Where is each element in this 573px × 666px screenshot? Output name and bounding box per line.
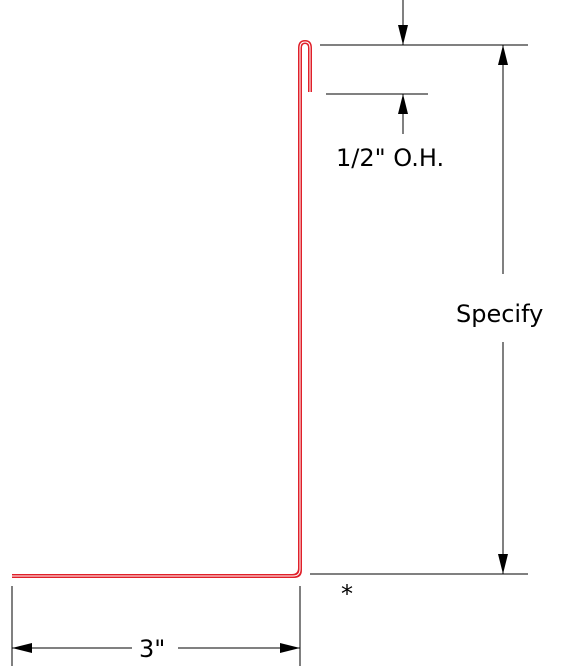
height-arrow-bottom-icon xyxy=(498,554,508,574)
hem-dimension xyxy=(320,0,428,134)
height-dimension-label: Specify xyxy=(456,300,543,328)
height-arrow-top-icon xyxy=(498,45,508,65)
flashing-profile xyxy=(12,40,312,578)
hem-arrow-top-icon xyxy=(398,25,408,45)
hem-arrow-bottom-icon xyxy=(398,94,408,114)
base-dimension-label: 3" xyxy=(139,635,165,663)
hem-dimension-label: 1/2" O.H. xyxy=(336,144,444,172)
base-arrow-left-icon xyxy=(12,643,32,653)
base-dimension xyxy=(11,586,301,666)
profile-inner-edge xyxy=(12,41,311,577)
height-dimension xyxy=(310,44,528,575)
profile-outer-edge xyxy=(12,40,312,578)
note-marker: * xyxy=(341,580,353,608)
base-arrow-right-icon xyxy=(280,643,300,653)
